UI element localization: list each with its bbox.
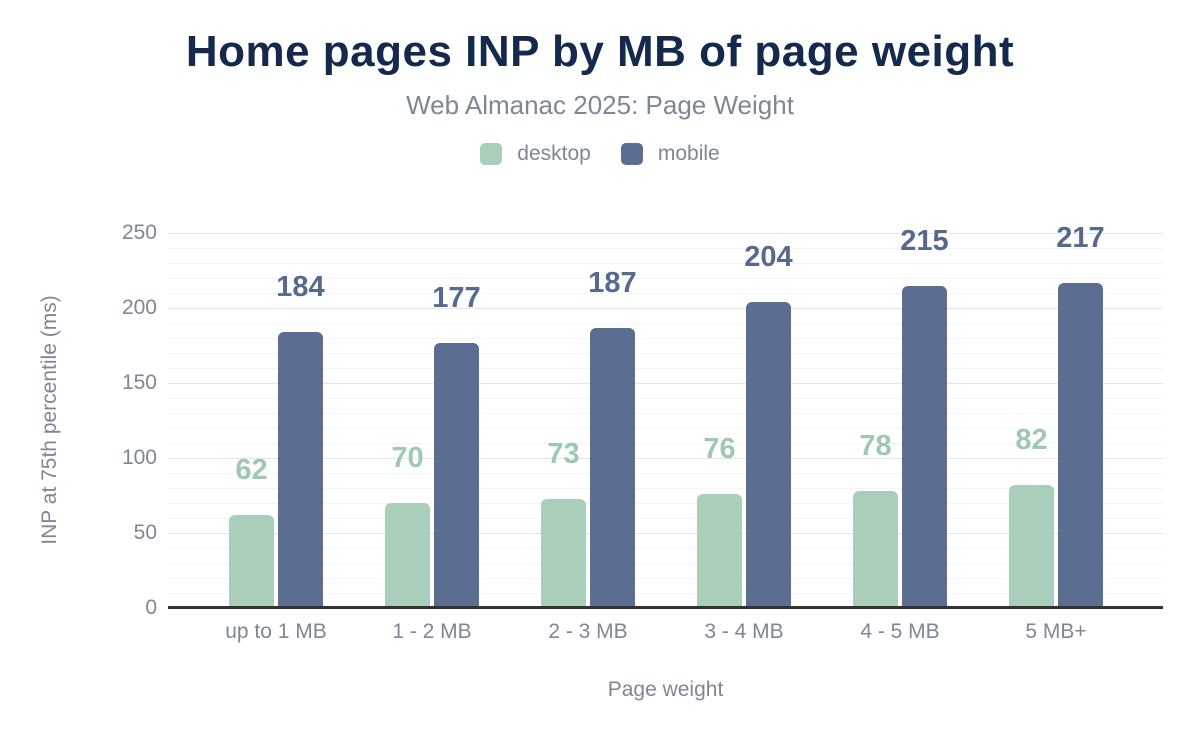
gridline-minor [168, 428, 1163, 429]
bar-value-label-mobile: 177 [432, 281, 481, 314]
gridline-minor [168, 578, 1163, 579]
chart-title: Home pages INP by MB of page weight [185, 27, 1015, 76]
chart-subtitle: Web Almanac 2025: Page Weight [406, 90, 794, 120]
bar-value-label-mobile: 217 [1056, 221, 1105, 254]
legend-label-desktop: desktop [517, 142, 591, 165]
bar-desktop [853, 491, 898, 608]
gridline-minor [168, 548, 1163, 549]
x-axis-category-label: 4 - 5 MB [860, 620, 940, 643]
gridline-minor [168, 293, 1163, 294]
bar-value-label-mobile: 204 [744, 241, 793, 273]
gridline-minor [168, 593, 1163, 594]
bar-value-label-mobile: 215 [900, 224, 949, 257]
legend-label-mobile: mobile [657, 142, 720, 165]
y-axis-title: INP at 75th percentile (ms) [38, 295, 61, 545]
gridline-minor [168, 323, 1163, 324]
bar-mobile [278, 332, 323, 608]
gridline-minor [168, 263, 1163, 264]
gridline-minor [168, 248, 1163, 249]
gridline-major [168, 233, 1163, 234]
y-axis-tick-label: 0 [145, 596, 157, 619]
legend-swatch-desktop [480, 143, 503, 165]
legend-item-mobile[interactable]: mobile [620, 142, 720, 166]
bar-mobile [1058, 282, 1103, 608]
gridline-minor [168, 278, 1163, 279]
gridline-minor [168, 413, 1163, 414]
x-axis-title: Page weight [607, 678, 724, 701]
legend-swatch-mobile [620, 143, 643, 165]
bar-mobile [902, 285, 947, 608]
x-axis-category-label: 1 - 2 MB [392, 620, 472, 643]
legend-item-desktop[interactable]: desktop [480, 142, 591, 166]
bar-value-label-desktop: 62 [235, 454, 268, 486]
gridline-major [168, 383, 1163, 384]
bar-value-label-mobile: 184 [276, 271, 325, 303]
gridline-minor [168, 473, 1163, 474]
bar-value-label-desktop: 82 [1015, 424, 1048, 456]
y-axis-tick-label: 100 [121, 446, 157, 469]
x-axis-category-label: 2 - 3 MB [548, 620, 628, 643]
gridline-major [168, 308, 1163, 309]
bar-desktop [229, 515, 274, 608]
gridline-minor [168, 353, 1163, 354]
bar-mobile [746, 302, 791, 608]
x-axis-category-label: 5 MB+ [1025, 620, 1087, 643]
gridline-minor [168, 443, 1163, 444]
gridline-minor [168, 398, 1163, 399]
y-axis-tick-label: 150 [121, 371, 157, 394]
y-axis-tick-label: 250 [121, 221, 157, 244]
bar-desktop [385, 503, 430, 608]
gridline-major [168, 533, 1163, 534]
gridline-minor [168, 518, 1163, 519]
gridline-minor [168, 563, 1163, 564]
gridline-major [168, 458, 1163, 459]
bar-mobile [590, 327, 635, 608]
bar-value-label-desktop: 78 [859, 430, 892, 462]
gridline-minor [168, 488, 1163, 489]
y-axis-tick-label: 200 [121, 296, 157, 319]
y-axis-tick-label: 50 [133, 521, 157, 544]
bar-mobile [434, 342, 479, 608]
bar-value-label-desktop: 70 [391, 442, 424, 474]
bar-desktop [1009, 485, 1054, 608]
bar-value-label-mobile: 187 [588, 266, 637, 299]
gridline-minor [168, 503, 1163, 504]
gridline-minor [168, 338, 1163, 339]
x-axis-line [168, 606, 1163, 609]
x-axis-category-label: 3 - 4 MB [704, 620, 784, 643]
bar-desktop [541, 498, 586, 608]
legend: desktop mobile [0, 142, 1200, 166]
bar-value-label-desktop: 76 [703, 433, 736, 465]
x-axis-category-label: up to 1 MB [225, 620, 327, 643]
bar-desktop [697, 494, 742, 608]
bar-value-label-desktop: 73 [547, 437, 580, 470]
gridline-minor [168, 368, 1163, 369]
plot-area: 62 184 70 177 73 187 76 204 78 215 82 217 [168, 223, 1163, 608]
